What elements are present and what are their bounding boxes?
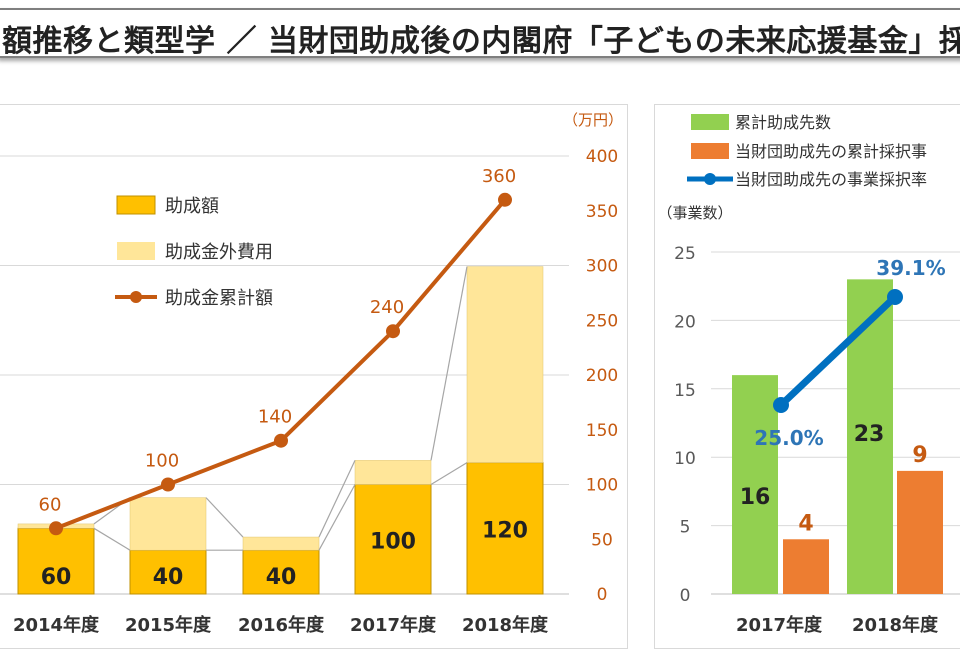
legend-swatch-grantees bbox=[691, 114, 729, 130]
y-tick-label: 25 bbox=[674, 244, 696, 264]
bar-other-cost bbox=[354, 460, 432, 485]
x-tick-label: 2018年度 bbox=[462, 614, 549, 636]
legend-marker-cumulative bbox=[130, 291, 142, 303]
bar-other-cost bbox=[242, 536, 320, 551]
y-tick-label: 20 bbox=[674, 312, 696, 332]
y2-tick-label: 200 bbox=[586, 366, 618, 386]
y2-tick-label: 250 bbox=[586, 311, 618, 331]
bar-value-label: 60 bbox=[41, 565, 72, 590]
y-tick-label: 5 bbox=[680, 518, 691, 538]
x-tick-label: 2017年度 bbox=[736, 614, 823, 636]
y2-tick-label: 100 bbox=[586, 476, 618, 496]
right-chart-panel: 0 5 10 15 20 25 （事業数） 16 23 4 9 25.0% 39.1% 2017年度 201… bbox=[654, 104, 960, 649]
bar-grant-amount bbox=[242, 549, 320, 595]
bar-cumulative-grantees bbox=[732, 375, 778, 594]
series-connector bbox=[318, 460, 356, 538]
y2-tick-label: 0 bbox=[597, 585, 608, 605]
bar-value-label: 100 bbox=[370, 529, 416, 554]
bar-value-label: 40 bbox=[153, 565, 184, 590]
legend-label-rate: 当財団助成先の事業採択率 bbox=[735, 170, 927, 189]
title-bar: 額推移と類型学 ／ 当財団助成後の内閣府「子どもの未来応援基金」採 bbox=[0, 8, 960, 59]
cumulative-value-label: 100 bbox=[145, 451, 179, 472]
right-chart: 0 5 10 15 20 25 （事業数） 16 23 4 9 25.0% 39.1% 2017年度 201… bbox=[657, 113, 960, 636]
y-tick-label: 15 bbox=[674, 381, 696, 401]
cumulative-point bbox=[49, 521, 63, 536]
legend-label-grant: 助成額 bbox=[165, 196, 219, 217]
cumulative-point bbox=[498, 192, 512, 207]
series-connector bbox=[318, 484, 356, 551]
y2-tick-label: 150 bbox=[586, 421, 618, 441]
cumulative-value-label: 140 bbox=[258, 407, 292, 428]
legend-swatch-grant bbox=[116, 195, 156, 215]
legend-label-adopted: 当財団助成先の累計採択事 bbox=[735, 142, 927, 161]
bar-other-cost bbox=[466, 266, 544, 463]
green-bar-label: 16 bbox=[740, 485, 771, 510]
cumulative-point bbox=[274, 433, 288, 448]
series-connector bbox=[430, 462, 468, 486]
series-connector bbox=[430, 266, 468, 461]
y2-tick-label: 350 bbox=[586, 202, 618, 222]
y-tick-label: 10 bbox=[674, 449, 696, 469]
rate-line bbox=[777, 293, 899, 409]
legend-marker-rate bbox=[704, 173, 716, 185]
bar-value-label: 40 bbox=[266, 565, 297, 590]
legend-swatch-other bbox=[117, 242, 155, 260]
orange-bar-label: 4 bbox=[798, 511, 813, 536]
bar-adopted-projects bbox=[897, 470, 943, 594]
y-tick-label: 0 bbox=[680, 586, 691, 606]
legend-swatch-adopted bbox=[691, 143, 729, 159]
x-tick-label: 2016年度 bbox=[238, 614, 325, 636]
left-chart-panel: 60 40 40 100 120 60 100 140 240 360 0 50 100 150 200 25… bbox=[0, 104, 628, 649]
bar-grant-amount bbox=[17, 527, 95, 595]
x-tick-label: 2015年度 bbox=[125, 614, 212, 636]
legend-label-other: 助成金外費用 bbox=[165, 242, 273, 263]
bar-adopted-projects bbox=[783, 539, 829, 594]
cumulative-value-label: 60 bbox=[39, 494, 62, 515]
y2-tick-label: 400 bbox=[586, 147, 618, 167]
cumulative-point bbox=[386, 324, 400, 339]
bar-grant-amount bbox=[129, 549, 207, 595]
bar-grant-amount bbox=[466, 462, 544, 595]
cumulative-point bbox=[161, 477, 175, 492]
x-tick-label: 2014年度 bbox=[13, 614, 100, 636]
rate-value-label: 25.0% bbox=[754, 426, 823, 450]
series-connector bbox=[93, 527, 131, 551]
x-tick-label: 2018年度 bbox=[852, 614, 939, 636]
bar-value-label: 120 bbox=[482, 518, 528, 543]
legend-label-grantees: 累計助成先数 bbox=[735, 113, 831, 132]
legend-label-cumulative: 助成金累計額 bbox=[165, 288, 273, 309]
bar-grant-amount bbox=[354, 484, 432, 595]
y2-tick-label: 300 bbox=[586, 257, 618, 277]
bar-other-cost bbox=[129, 497, 207, 551]
series-connector bbox=[205, 497, 244, 538]
y-unit-label: （事業数） bbox=[657, 204, 732, 222]
rate-point bbox=[887, 289, 903, 305]
rate-value-label: 39.1% bbox=[876, 256, 945, 280]
x-tick-label: 2017年度 bbox=[350, 614, 437, 636]
cumulative-value-label: 360 bbox=[482, 166, 516, 187]
left-chart: 60 40 40 100 120 60 100 140 240 360 0 50 100 150 200 25… bbox=[0, 111, 623, 636]
rate-point bbox=[773, 397, 789, 413]
green-bar-label: 23 bbox=[854, 422, 885, 447]
y2-unit-label: （万円） bbox=[563, 111, 623, 129]
cumulative-value-label: 240 bbox=[370, 297, 404, 318]
orange-bar-label: 9 bbox=[912, 443, 927, 468]
y2-tick-label: 50 bbox=[591, 530, 613, 550]
page-title: 額推移と類型学 ／ 当財団助成後の内閣府「子どもの未来応援基金」採 bbox=[2, 24, 960, 59]
